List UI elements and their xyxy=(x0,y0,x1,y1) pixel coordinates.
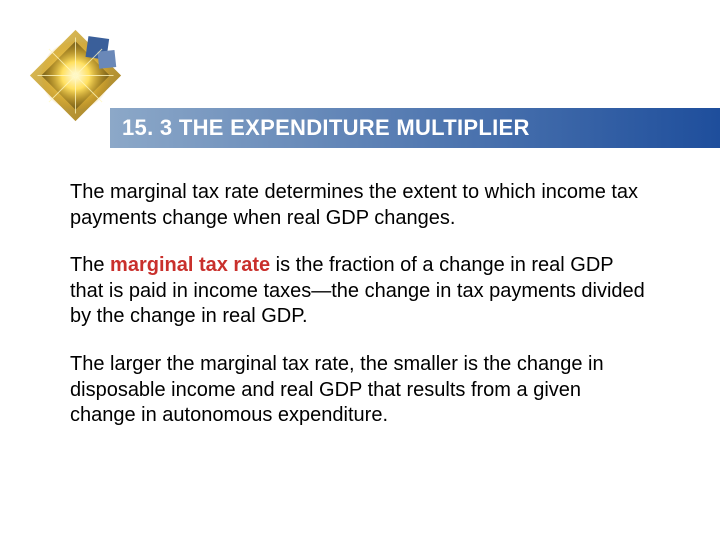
slide-title: 15. 3 THE EXPENDITURE MULTIPLIER xyxy=(122,115,530,141)
slide-body: The marginal tax rate determines the ext… xyxy=(70,180,650,451)
para2-keyword: marginal tax rate xyxy=(110,254,270,276)
paragraph-2: The marginal tax rate is the fraction of… xyxy=(70,253,650,330)
paragraph-3: The larger the marginal tax rate, the sm… xyxy=(70,352,650,429)
para1-text: The marginal tax rate determines the ext… xyxy=(70,181,638,229)
title-bar: 15. 3 THE EXPENDITURE MULTIPLIER xyxy=(110,108,720,148)
para3-text: The larger the marginal tax rate, the sm… xyxy=(70,353,604,426)
slide-logo xyxy=(28,28,123,123)
para2-before: The xyxy=(70,254,110,276)
logo-svg xyxy=(28,28,123,123)
paragraph-1: The marginal tax rate determines the ext… xyxy=(70,180,650,231)
